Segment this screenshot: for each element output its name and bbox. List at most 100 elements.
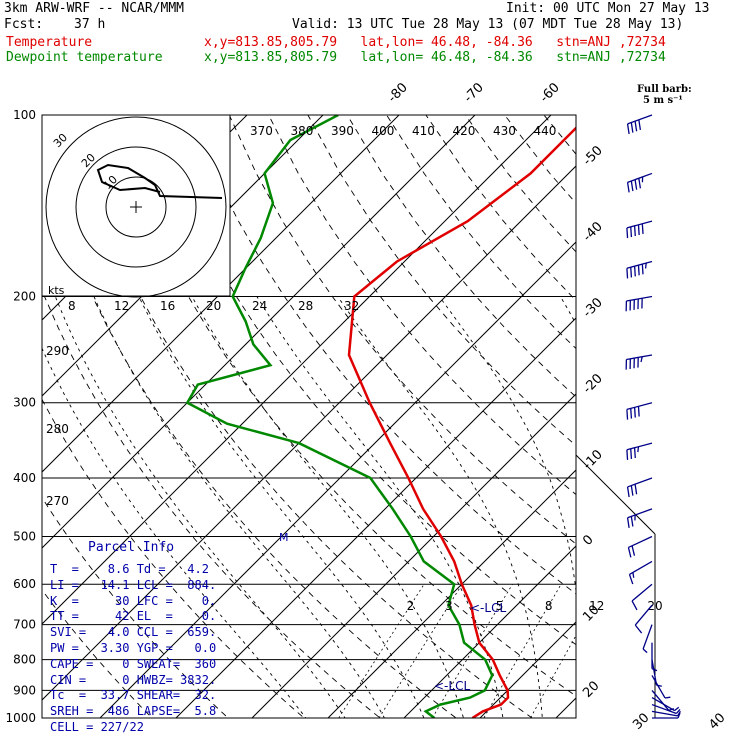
wind-barb-flag — [626, 449, 629, 461]
moist-adiabat — [256, 296, 504, 718]
dry-adiabat — [543, 115, 576, 155]
wind-barb-flag — [630, 180, 634, 192]
parcel-info-row: CELL = 227/22 — [50, 720, 144, 734]
wind-barb-flag — [641, 223, 644, 234]
isotherm-line — [175, 317, 576, 718]
dry-adiabat — [150, 115, 576, 646]
dry-adiabat — [307, 115, 576, 447]
wind-barb-flag — [626, 227, 629, 239]
pressure-label-900: 900 — [13, 683, 36, 697]
dry-adiabat — [268, 115, 576, 496]
dewpoint-location: x,y=813.85,805.79 lat,lon= 46.48, -84.36… — [204, 50, 666, 65]
dry-adiabat — [42, 288, 381, 718]
isotherm-line — [708, 115, 740, 718]
wind-barb — [628, 560, 653, 585]
wind-barb — [631, 583, 653, 611]
moist-adiabat — [438, 296, 576, 595]
isotherm-label: 30 — [630, 711, 652, 733]
wind-barb-staff — [628, 535, 653, 549]
wind-barb-flag — [634, 179, 638, 190]
parcel-info-row: CAPE = 0 SWEAT= 360 — [50, 656, 217, 671]
dry-adiabat — [42, 398, 305, 718]
wind-barb-flag — [637, 224, 640, 236]
wind-barb — [651, 642, 658, 672]
isotherm-label: -40 — [580, 219, 606, 245]
forecast-hour: 37 h — [74, 17, 106, 32]
wind-barb-flag — [641, 264, 644, 275]
wind-barb-staff — [631, 583, 653, 602]
hodograph-speed-label: 12 — [114, 299, 129, 313]
wind-barb-staff — [651, 710, 678, 717]
wind-barb-flag — [638, 119, 642, 130]
pressure-label-100: 100 — [13, 108, 36, 122]
isotherm-label: -10 — [580, 447, 606, 473]
wind-barb-staff — [627, 508, 653, 519]
hodograph-ring — [45, 116, 227, 298]
hodograph-units: kts — [48, 284, 65, 297]
wind-barb-flag — [637, 265, 640, 276]
theta-label: 380 — [291, 124, 314, 138]
dry-adiabat — [346, 115, 576, 398]
parcel-info-row: CIN = 0 HWBZ= 3832. — [50, 672, 217, 687]
wind-barb-flag — [633, 407, 636, 418]
wind-barb-flag — [638, 178, 642, 189]
moist-adiabat — [138, 296, 425, 718]
lcl-label: <-LCL — [470, 601, 506, 615]
dry-adiabat — [42, 152, 457, 718]
wind-barb — [626, 114, 653, 135]
mixing-ratio-label: 8 — [545, 599, 553, 613]
parcel-info-row: T = 8.6 Td = 4.2 — [50, 562, 209, 576]
plot-frame — [41, 114, 577, 719]
mixing-ratio-label: 3 — [445, 599, 453, 613]
model-title: 3km ARW-WRF -- NCAR/MMM — [4, 1, 185, 16]
wind-barb-staff — [626, 402, 653, 411]
dewpoint-profile — [185, 115, 494, 718]
pressure-label-700: 700 — [13, 618, 36, 632]
theta-label: 440 — [534, 124, 557, 138]
isotherm-line — [555, 697, 576, 718]
wind-barb-flag — [642, 648, 648, 654]
wind-barb-staff — [626, 220, 653, 229]
dry-adiabat — [583, 115, 740, 731]
moist-adiabat — [93, 296, 385, 718]
isotherm-line — [251, 393, 576, 718]
pressure-label-400: 400 — [13, 471, 36, 485]
wind-barb-flag — [630, 408, 633, 419]
moist-adiabat — [42, 347, 307, 718]
hodograph-speed-label: 32 — [344, 299, 359, 313]
wind-barb — [626, 172, 653, 193]
isotherm-line — [479, 621, 576, 718]
parcel-info-row: Tc = 33.7 SHEAR= 32. — [50, 688, 217, 703]
wind-barb-flag — [633, 225, 636, 237]
wind-barb-flag — [626, 409, 629, 420]
isotherm-label: 40 — [706, 711, 728, 733]
wind-barb-flag — [630, 226, 633, 238]
hodograph-speed-label: 16 — [160, 299, 175, 313]
valid-time: Valid: 13 UTC Tue 28 May 13 (07 MDT Tue … — [292, 17, 684, 32]
barb-note-line2: 5 m s⁻¹ — [643, 95, 683, 106]
mixing-ratio-line — [378, 583, 463, 718]
isotherm-label: -50 — [580, 143, 606, 169]
dry-adiabat — [623, 115, 740, 731]
isotherm-line — [99, 241, 576, 718]
wind-barb-flag — [626, 268, 629, 279]
isotherm-label: -80 — [385, 80, 411, 106]
wind-barb-staff — [626, 354, 653, 361]
theta-label: 370 — [250, 124, 273, 138]
parcel-info-row: SVI = 4.0 CCL = 659. — [50, 625, 217, 640]
wind-barb — [651, 675, 671, 699]
wind-barb-staff — [651, 689, 670, 711]
hodograph-trace — [96, 163, 223, 199]
wind-barb-flag — [668, 708, 675, 711]
wind-barb-staff — [627, 477, 653, 488]
wind-barb — [625, 295, 653, 312]
isotherm-label: 20 — [580, 679, 602, 701]
theta-label: 400 — [372, 124, 395, 138]
dry-adiabat — [504, 115, 576, 204]
wind-barb-staff — [642, 624, 653, 650]
isotherm-line — [42, 115, 400, 473]
isotherm-line — [403, 545, 576, 718]
wind-barb — [634, 604, 653, 634]
isotherm-line — [42, 115, 476, 549]
